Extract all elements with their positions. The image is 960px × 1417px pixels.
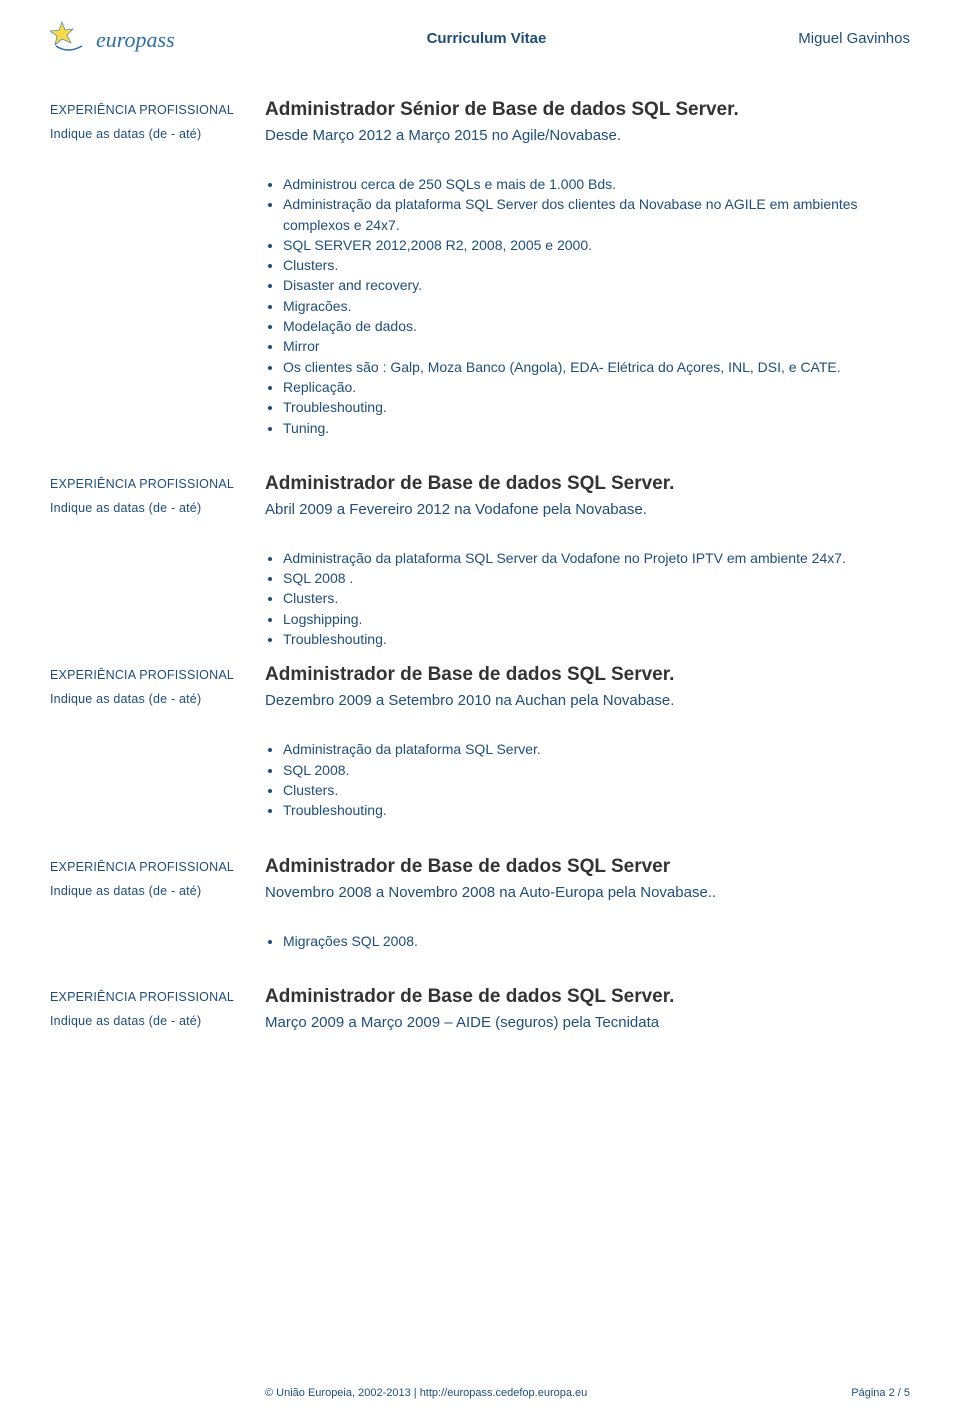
list-item: Clusters.	[283, 588, 910, 608]
list-item: Modelação de dados.	[283, 316, 910, 336]
job-header-row: EXPERIÊNCIA PROFISSIONAL Indique as data…	[50, 99, 910, 144]
bullet-list: Administrou cerca de 250 SQLs e mais de …	[265, 174, 910, 438]
list-item: Troubleshouting.	[283, 629, 910, 649]
job-date: Novembro 2008 a Novembro 2008 na Auto-Eu…	[265, 884, 910, 901]
experience-label: EXPERIÊNCIA PROFISSIONAL	[50, 477, 250, 491]
experience-label: EXPERIÊNCIA PROFISSIONAL	[50, 668, 250, 682]
job-date: Dezembro 2009 a Setembro 2010 na Auchan …	[265, 692, 910, 709]
list-item: Disaster and recovery.	[283, 275, 910, 295]
list-item: Mirror	[283, 336, 910, 356]
dates-label: Indique as datas (de - até)	[50, 692, 250, 706]
job-date: Desde Março 2012 a Março 2015 no Agile/N…	[265, 127, 910, 144]
job-bullets-row: Migrações SQL 2008.	[50, 911, 910, 976]
bullet-list: Migrações SQL 2008.	[265, 931, 910, 951]
job-header-row: EXPERIÊNCIA PROFISSIONAL Indique as data…	[50, 856, 910, 901]
page-header: europass Curriculum Vitae Miguel Gavinho…	[50, 20, 910, 59]
job-bullets-row: Administrou cerca de 250 SQLs e mais de …	[50, 154, 910, 463]
experience-label: EXPERIÊNCIA PROFISSIONAL	[50, 990, 250, 1004]
list-item: Logshipping.	[283, 609, 910, 629]
bullet-list: Administração da plataforma SQL Server d…	[265, 548, 910, 649]
page-number: Página 2 / 5	[851, 1387, 910, 1399]
logo: europass	[50, 20, 175, 59]
list-item: Troubleshouting.	[283, 397, 910, 417]
list-item: SQL SERVER 2012,2008 R2, 2008, 2005 e 20…	[283, 235, 910, 255]
job-header-row: EXPERIÊNCIA PROFISSIONAL Indique as data…	[50, 986, 910, 1031]
job-title: Administrador de Base de dados SQL Serve…	[265, 986, 910, 1008]
job-header-row: EXPERIÊNCIA PROFISSIONAL Indique as data…	[50, 473, 910, 518]
list-item: Replicação.	[283, 377, 910, 397]
list-item: Administrou cerca de 250 SQLs e mais de …	[283, 174, 910, 194]
job-bullets-row: Administração da plataforma SQL Server d…	[50, 528, 910, 674]
list-item: Troubleshouting.	[283, 800, 910, 820]
dates-label: Indique as datas (de - até)	[50, 127, 250, 141]
dates-label: Indique as datas (de - até)	[50, 501, 250, 515]
job-bullets-row: Administração da plataforma SQL Server. …	[50, 719, 910, 845]
logo-star-icon	[50, 20, 90, 59]
job-date: Abril 2009 a Fevereiro 2012 na Vodafone …	[265, 501, 910, 518]
job-header-row: EXPERIÊNCIA PROFISSIONAL Indique as data…	[50, 664, 910, 709]
page: europass Curriculum Vitae Miguel Gavinho…	[0, 0, 960, 1417]
experience-label: EXPERIÊNCIA PROFISSIONAL	[50, 103, 250, 117]
bullet-list: Administração da plataforma SQL Server. …	[265, 739, 910, 820]
list-item: Migracões.	[283, 296, 910, 316]
job-title: Administrador Sénior de Base de dados SQ…	[265, 99, 910, 121]
list-item: Administração da plataforma SQL Server d…	[283, 194, 910, 235]
job-title: Administrador de Base de dados SQL Serve…	[265, 473, 910, 495]
dates-label: Indique as datas (de - até)	[50, 884, 250, 898]
list-item: SQL 2008.	[283, 760, 910, 780]
dates-label: Indique as datas (de - até)	[50, 1014, 250, 1028]
list-item: Administração da plataforma SQL Server d…	[283, 548, 910, 568]
list-item: Os clientes são : Galp, Moza Banco (Ango…	[283, 357, 910, 377]
job-title: Administrador de Base de dados SQL Serve…	[265, 664, 910, 686]
logo-text: europass	[96, 27, 175, 53]
list-item: Clusters.	[283, 780, 910, 800]
doc-title: Curriculum Vitae	[427, 30, 547, 47]
list-item: Clusters.	[283, 255, 910, 275]
list-item: Tuning.	[283, 418, 910, 438]
person-name: Miguel Gavinhos	[798, 30, 910, 47]
footer-url: http://europass.cedefop.europa.eu	[420, 1387, 588, 1399]
list-item: Migrações SQL 2008.	[283, 931, 910, 951]
experience-label: EXPERIÊNCIA PROFISSIONAL	[50, 860, 250, 874]
job-title: Administrador de Base de dados SQL Serve…	[265, 856, 910, 878]
list-item: Administração da plataforma SQL Server.	[283, 739, 910, 759]
copyright-text: © União Europeia, 2002-2013 |	[265, 1387, 420, 1399]
job-date: Março 2009 a Março 2009 – AIDE (seguros)…	[265, 1014, 910, 1031]
list-item: SQL 2008 .	[283, 568, 910, 588]
page-footer: © União Europeia, 2002-2013 | http://eur…	[50, 1387, 910, 1399]
footer-copyright: © União Europeia, 2002-2013 | http://eur…	[265, 1387, 587, 1399]
